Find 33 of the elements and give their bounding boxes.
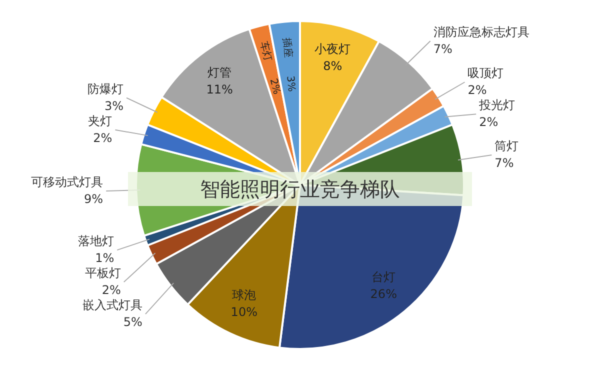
text: 智能照明行业竞争梯队 — [128, 172, 472, 206]
data-label: 8% — [323, 59, 342, 74]
slice-label: 插座 — [280, 37, 294, 58]
data-label: 26% — [370, 287, 397, 302]
data-label: 7% — [433, 42, 452, 56]
slice-label: 消防应急标志灯具 — [433, 25, 530, 40]
slice-label: 灯管 — [208, 65, 232, 80]
data-label: 11% — [206, 82, 233, 96]
slice-label: 可移动式灯具 — [31, 175, 104, 190]
slice-label: 防爆灯 — [87, 82, 124, 96]
data-label: 7% — [494, 156, 514, 170]
slice-label: 小夜灯 — [314, 42, 351, 56]
slice-label: 落地灯 — [78, 234, 114, 248]
slice-label: 平板灯 — [84, 266, 121, 280]
data-label: 1% — [95, 251, 114, 266]
slice-label: 吸顶灯 — [468, 66, 504, 80]
data-label: 3% — [284, 75, 297, 92]
slice-label: 球泡 — [232, 288, 256, 302]
data-label: 2% — [479, 115, 498, 130]
data-label: 2% — [468, 83, 487, 98]
slice-label: 夹灯 — [88, 114, 112, 128]
slice-label: 嵌入式灯具 — [82, 298, 142, 312]
slice-label: 投光灯 — [478, 98, 516, 112]
slice-label: 台灯 — [372, 270, 396, 284]
slice-label: 筒灯 — [494, 139, 519, 154]
data-label: 9% — [84, 192, 104, 206]
slice-label: 车灯 — [258, 40, 274, 63]
data-label: 3% — [104, 98, 124, 113]
data-label: 10% — [230, 304, 258, 319]
data-label: 2% — [102, 283, 121, 298]
data-label: 2% — [93, 130, 112, 145]
data-label: 5% — [123, 315, 142, 330]
data-label: 2% — [267, 77, 282, 96]
